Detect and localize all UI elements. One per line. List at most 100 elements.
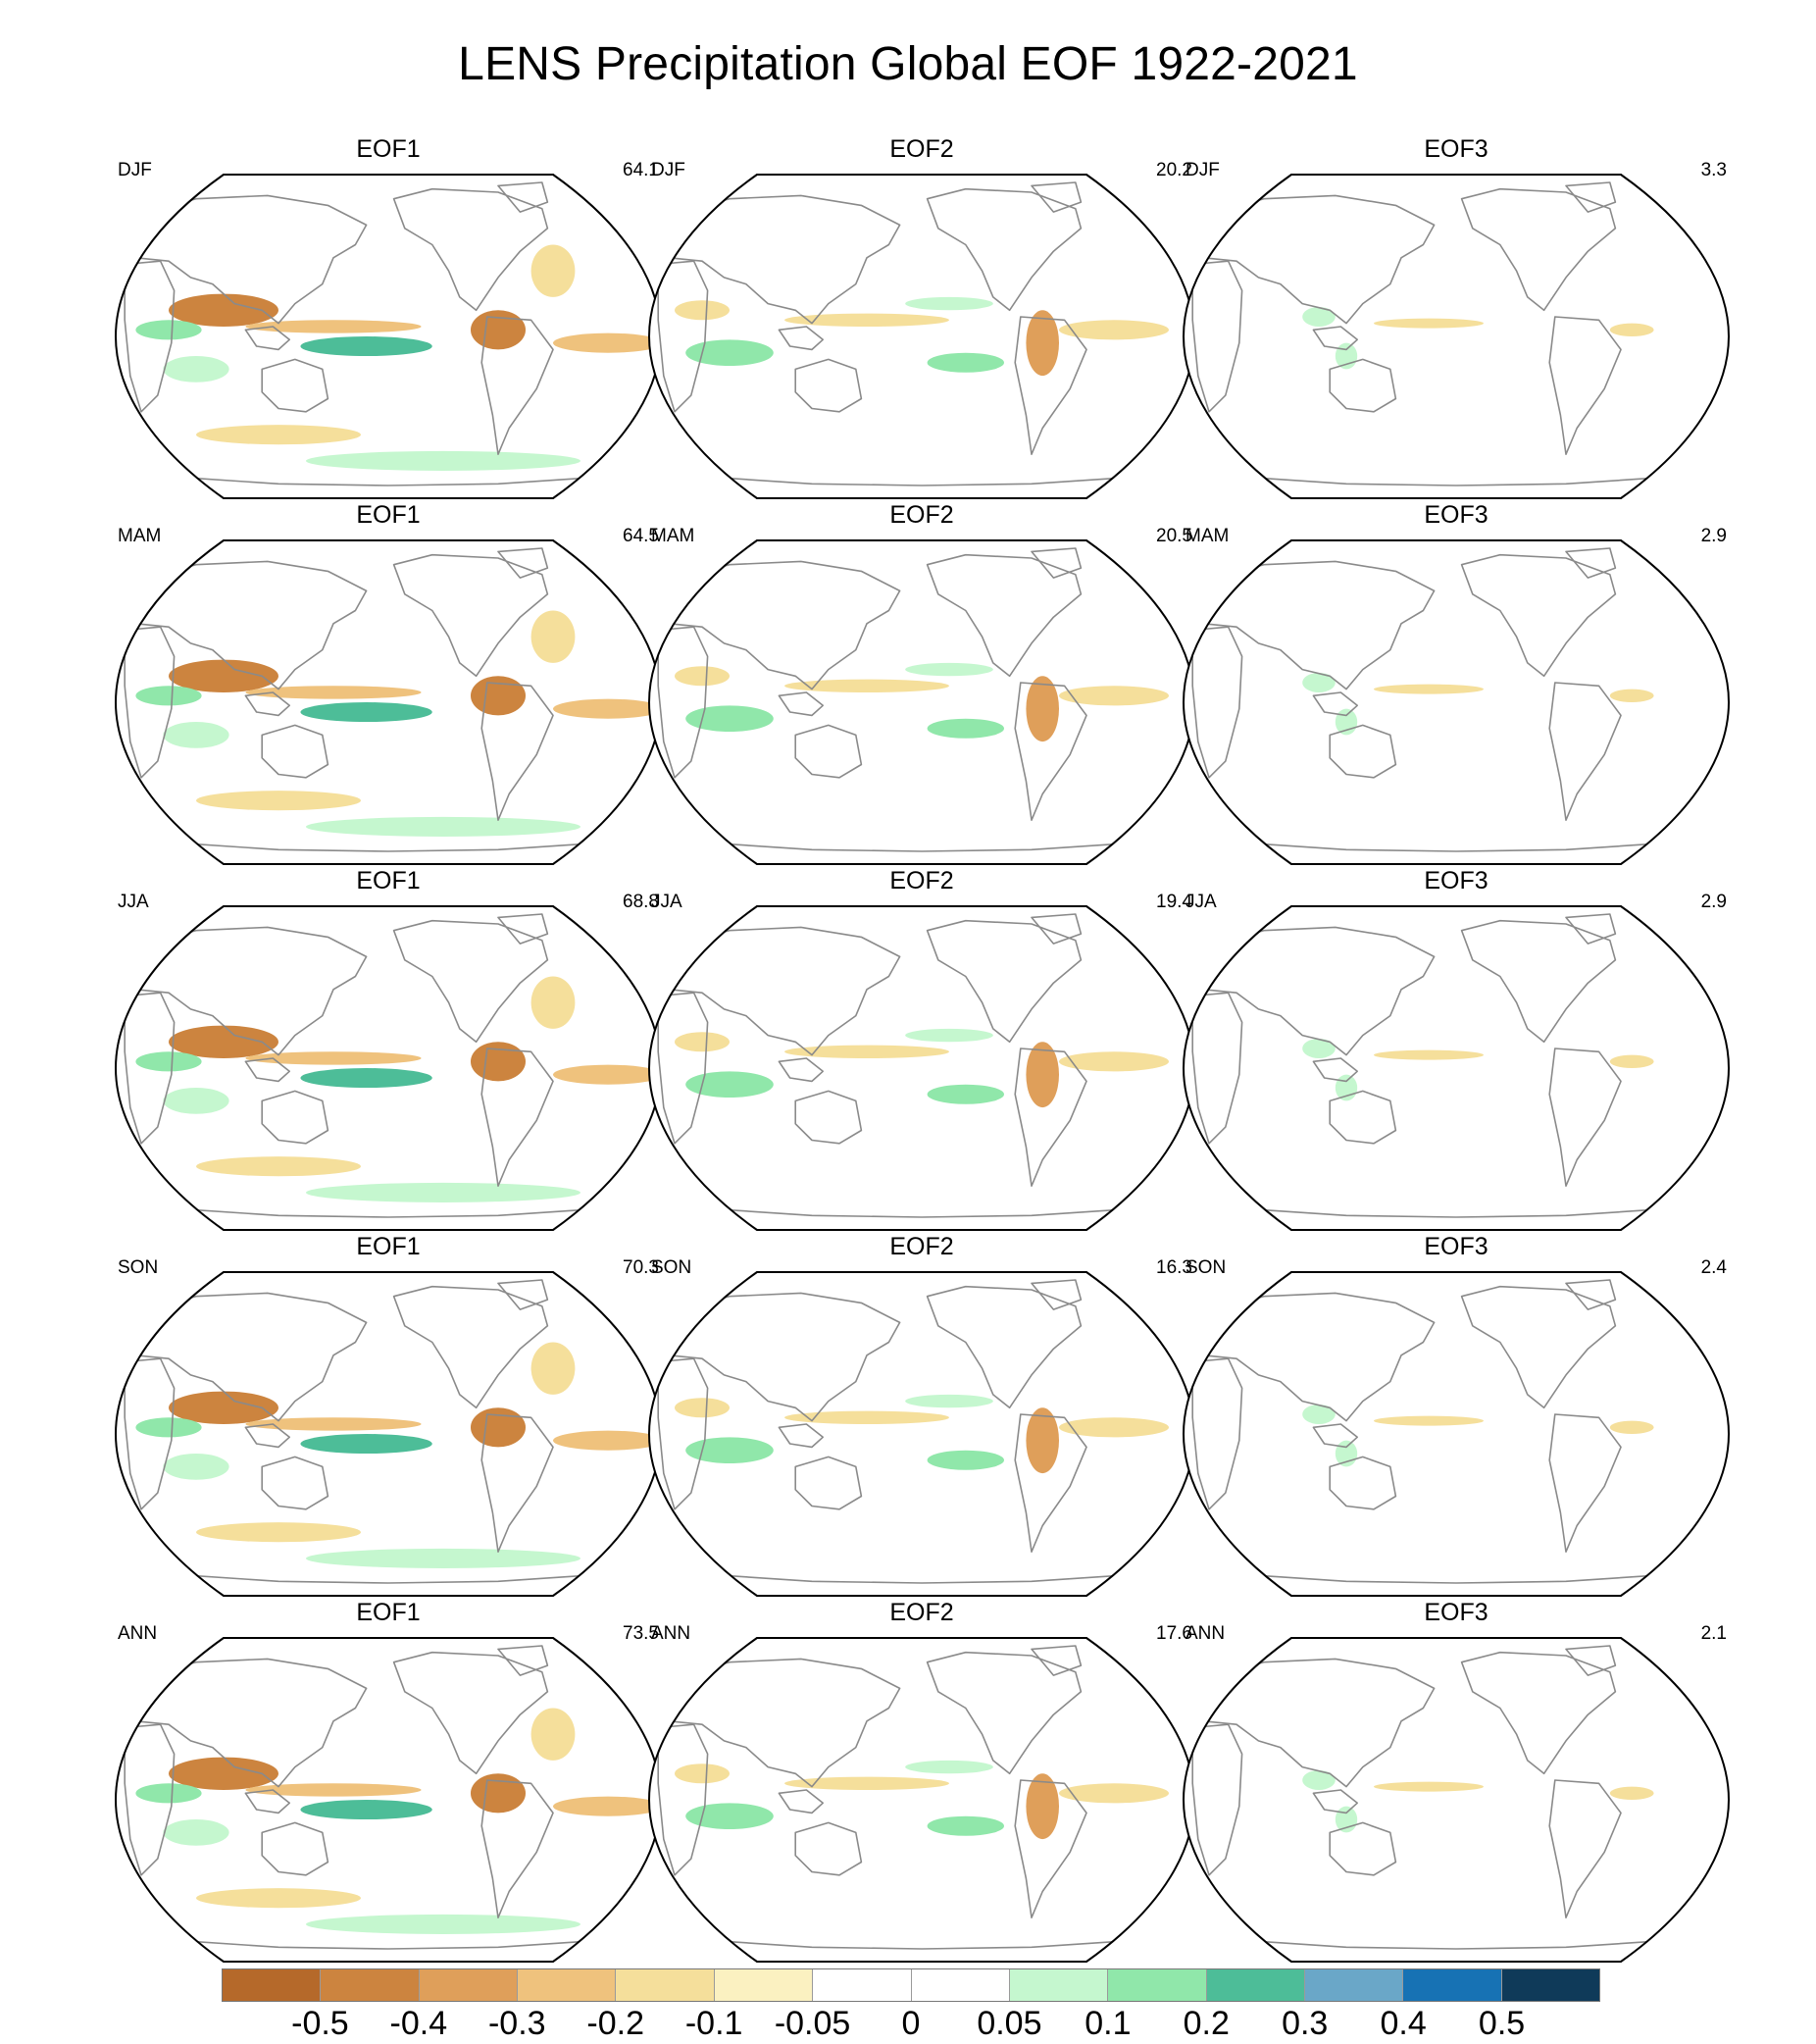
season-label: MAM xyxy=(118,526,162,546)
coastline xyxy=(651,194,901,325)
anomaly-region xyxy=(927,352,1004,373)
coastline xyxy=(1185,1292,1436,1422)
map-border xyxy=(647,539,1196,865)
map-panel-djf-eof2: EOF2 DJF 20.2 xyxy=(647,135,1196,500)
anomaly-region xyxy=(927,1815,1004,1836)
season-label: ANN xyxy=(651,1623,691,1644)
anomaly-region xyxy=(1059,686,1169,706)
anomaly-region xyxy=(306,816,580,837)
anomaly-region xyxy=(196,791,361,811)
map-panel-djf-eof3: EOF3 DJF 3.3 xyxy=(1182,135,1731,500)
season-label: JJA xyxy=(1185,892,1217,912)
coastline xyxy=(657,992,709,1145)
coastline xyxy=(124,992,176,1145)
anomaly-region xyxy=(1609,1786,1654,1800)
coastline xyxy=(926,187,1083,312)
robinson-map xyxy=(114,905,663,1231)
coastline xyxy=(1191,1357,1243,1510)
season-label: JJA xyxy=(651,892,682,912)
coastline xyxy=(124,1357,176,1510)
map-panel-ann-eof3: EOF3 ANN 2.1 xyxy=(1182,1599,1731,1964)
colorbar-swatch xyxy=(616,1969,715,2001)
anomaly-region xyxy=(685,1803,774,1830)
robinson-map xyxy=(114,539,663,865)
coastline xyxy=(926,919,1083,1044)
anomaly-region xyxy=(530,1708,576,1761)
anomaly-region xyxy=(685,339,774,367)
coastline xyxy=(1247,842,1665,852)
coastline xyxy=(179,1207,597,1218)
map-panel-jja-eof1: EOF1 JJA 68.8 xyxy=(114,867,663,1232)
coastline xyxy=(244,1423,290,1449)
coastline xyxy=(118,926,368,1056)
anomaly-region xyxy=(1374,684,1484,694)
coastline xyxy=(778,691,824,717)
coastline xyxy=(392,553,549,678)
figure-title: LENS Precipitation Global EOF 1922-2021 xyxy=(458,38,1358,90)
colorbar-tick-label: -0.1 xyxy=(684,2005,743,2042)
anomaly-region xyxy=(927,1450,1004,1470)
coastline xyxy=(179,1573,597,1584)
map-border xyxy=(647,174,1196,499)
anomaly-region xyxy=(1374,1049,1484,1060)
coastline xyxy=(244,326,290,351)
anomaly-region xyxy=(245,1783,422,1797)
colorbar-swatch xyxy=(911,1969,1010,2001)
anomaly-region xyxy=(675,1032,730,1052)
anomaly-region xyxy=(675,300,730,321)
variance-explained: 2.9 xyxy=(1700,892,1727,912)
anomaly-region xyxy=(784,1410,949,1424)
variance-explained: 2.4 xyxy=(1700,1257,1727,1278)
coastline xyxy=(794,1090,863,1145)
anomaly-region xyxy=(1374,1415,1484,1426)
coastline xyxy=(926,1285,1083,1409)
map-border xyxy=(114,905,663,1231)
coastline xyxy=(1329,724,1397,779)
anomaly-region xyxy=(163,1819,229,1846)
anomaly-region xyxy=(1302,306,1336,327)
eof-label: EOF1 xyxy=(356,1599,421,1626)
coastline xyxy=(1312,1057,1358,1083)
coastline xyxy=(261,724,329,779)
coastline xyxy=(1191,992,1243,1145)
eof-label: EOF3 xyxy=(1424,135,1488,163)
colorbar-swatches xyxy=(222,1968,1600,2002)
coastline xyxy=(1460,1651,1617,1775)
anomaly-region xyxy=(196,1522,361,1543)
variance-explained: 68.8 xyxy=(623,892,659,912)
robinson-map xyxy=(647,539,1196,865)
anomaly-region xyxy=(927,718,1004,739)
season-label: MAM xyxy=(651,526,695,546)
coastline xyxy=(1329,1821,1397,1876)
colorbar-tick-label: 0.3 xyxy=(1282,2005,1329,2042)
variance-explained: 73.5 xyxy=(623,1623,659,1644)
variance-explained: 64.1 xyxy=(623,160,659,180)
colorbar-swatch xyxy=(714,1969,814,2001)
anomaly-region xyxy=(553,698,661,719)
coastline xyxy=(480,682,554,822)
anomaly-region xyxy=(471,1407,526,1448)
map-border xyxy=(114,174,663,499)
anomaly-region xyxy=(135,1783,202,1804)
coastline xyxy=(480,1048,554,1188)
coastline xyxy=(261,1090,329,1145)
coastline xyxy=(179,1939,597,1950)
anomaly-region xyxy=(471,676,526,716)
map-border xyxy=(647,1637,1196,1963)
anomaly-region xyxy=(784,1045,949,1058)
robinson-map xyxy=(1182,1271,1731,1597)
anomaly-region xyxy=(471,1042,526,1082)
anomaly-region xyxy=(1335,1440,1358,1467)
coastline xyxy=(1185,926,1436,1056)
coastline xyxy=(1247,1207,1665,1218)
eof-label: EOF3 xyxy=(1424,501,1488,529)
coastline xyxy=(1312,326,1358,351)
eof-label: EOF2 xyxy=(889,1599,954,1626)
anomaly-region xyxy=(471,1773,526,1814)
anomaly-region xyxy=(245,686,422,699)
coastline xyxy=(1329,1456,1397,1510)
coastline xyxy=(1329,358,1397,413)
anomaly-region xyxy=(905,1394,993,1408)
anomaly-region xyxy=(1374,1781,1484,1792)
anomaly-region xyxy=(1026,1042,1059,1108)
